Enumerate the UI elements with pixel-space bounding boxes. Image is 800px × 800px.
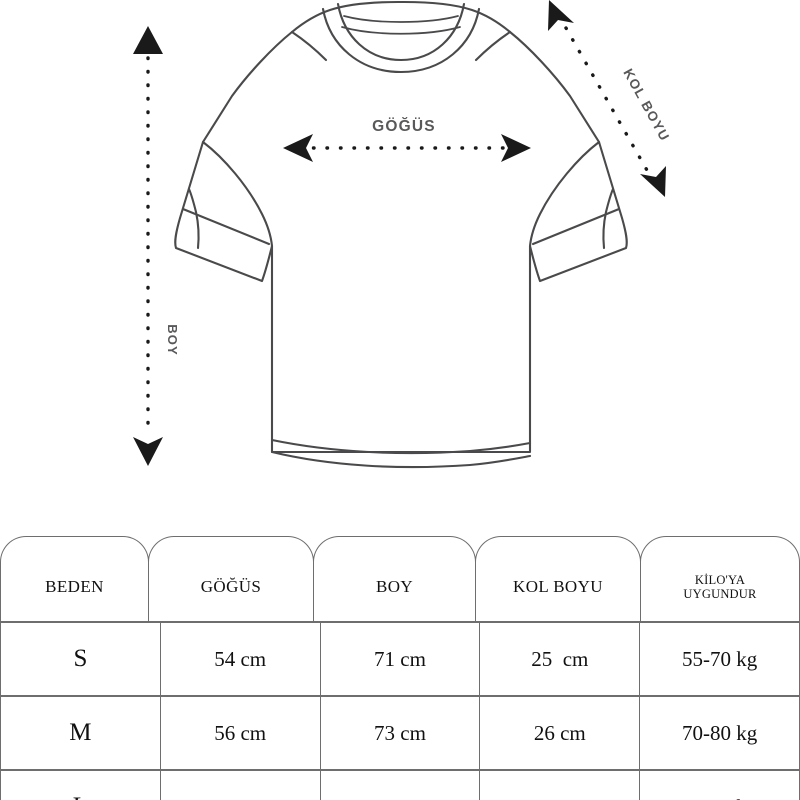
table-header-row: BEDEN GÖĞÜS BOY KOL BOYU KİLO'YA UYGUNDU… [0,536,800,623]
table-header-gogus: GÖĞÜS [148,536,314,623]
table-header-kilo-label: KİLO'YA UYGUNDUR [683,557,756,602]
table-header-kilo-line1: KİLO'YA [694,572,746,587]
chest-dimension: GÖĞÜS [283,117,531,162]
chest-label: GÖĞÜS [372,117,436,135]
table-body: S 54 cm 71 cm 25 cm 55-70 kg M 56 cm 73 … [0,623,800,800]
length-arrow-bottom-icon [133,437,163,466]
cell-beden: L [0,770,161,800]
cell-kilo: 80-90 kg [639,770,800,800]
tshirt-outline [174,0,628,469]
table-header-kilo: KİLO'YA UYGUNDUR [640,536,800,623]
table-header-kol-boyu-label: KOL BOYU [513,577,603,597]
cell-boy: 73 cm [320,696,481,771]
cell-kilo: 55-70 kg [639,623,800,697]
sleeve-dimension: KOL BOYU [548,0,673,197]
cell-gogus: 58 cm [160,770,321,800]
sleeve-arrow-top-icon [548,0,574,31]
chest-arrow-right-icon [501,134,531,162]
cell-kol-boyu: 27 cm [479,770,641,800]
cell-gogus: 54 cm [160,623,321,697]
cell-kol-boyu: 25 cm [479,623,641,697]
table-header-boy: BOY [313,536,476,623]
length-arrow-top-icon [133,26,163,54]
cell-gogus: 56 cm [160,696,321,771]
table-header-gogus-label: GÖĞÜS [200,577,262,597]
cell-boy: 75 cm [320,770,481,800]
sleeve-dotted-line [564,26,650,174]
sleeve-label: KOL BOYU [620,66,672,144]
table-row: S 54 cm 71 cm 25 cm 55-70 kg [0,623,800,697]
table-row: L 58 cm 75 cm 27 cm 80-90 kg [0,770,800,800]
cell-beden: S [0,623,161,697]
cell-boy: 71 cm [320,623,481,697]
table-header-kol-boyu: KOL BOYU [475,536,641,623]
chest-arrow-left-icon [283,134,313,162]
table-header-beden-label: BEDEN [45,577,104,597]
table-row: M 56 cm 73 cm 26 cm 70-80 kg [0,696,800,771]
table-header-kilo-line2: UYGUNDUR [683,587,757,601]
cell-beden: M [0,696,161,771]
tshirt-diagram: GÖĞÜS BOY KOL BOYU [133,0,673,469]
cell-kol-boyu: 26 cm [479,696,641,771]
cell-kilo: 70-80 kg [639,696,800,771]
length-dimension: BOY [133,26,180,466]
sleeve-arrow-bottom-icon [640,166,666,197]
length-label: BOY [165,324,180,355]
table-header-boy-label: BOY [375,577,414,597]
size-table: BEDEN GÖĞÜS BOY KOL BOYU KİLO'YA UYGUNDU… [0,536,800,800]
table-header-beden: BEDEN [0,536,149,623]
